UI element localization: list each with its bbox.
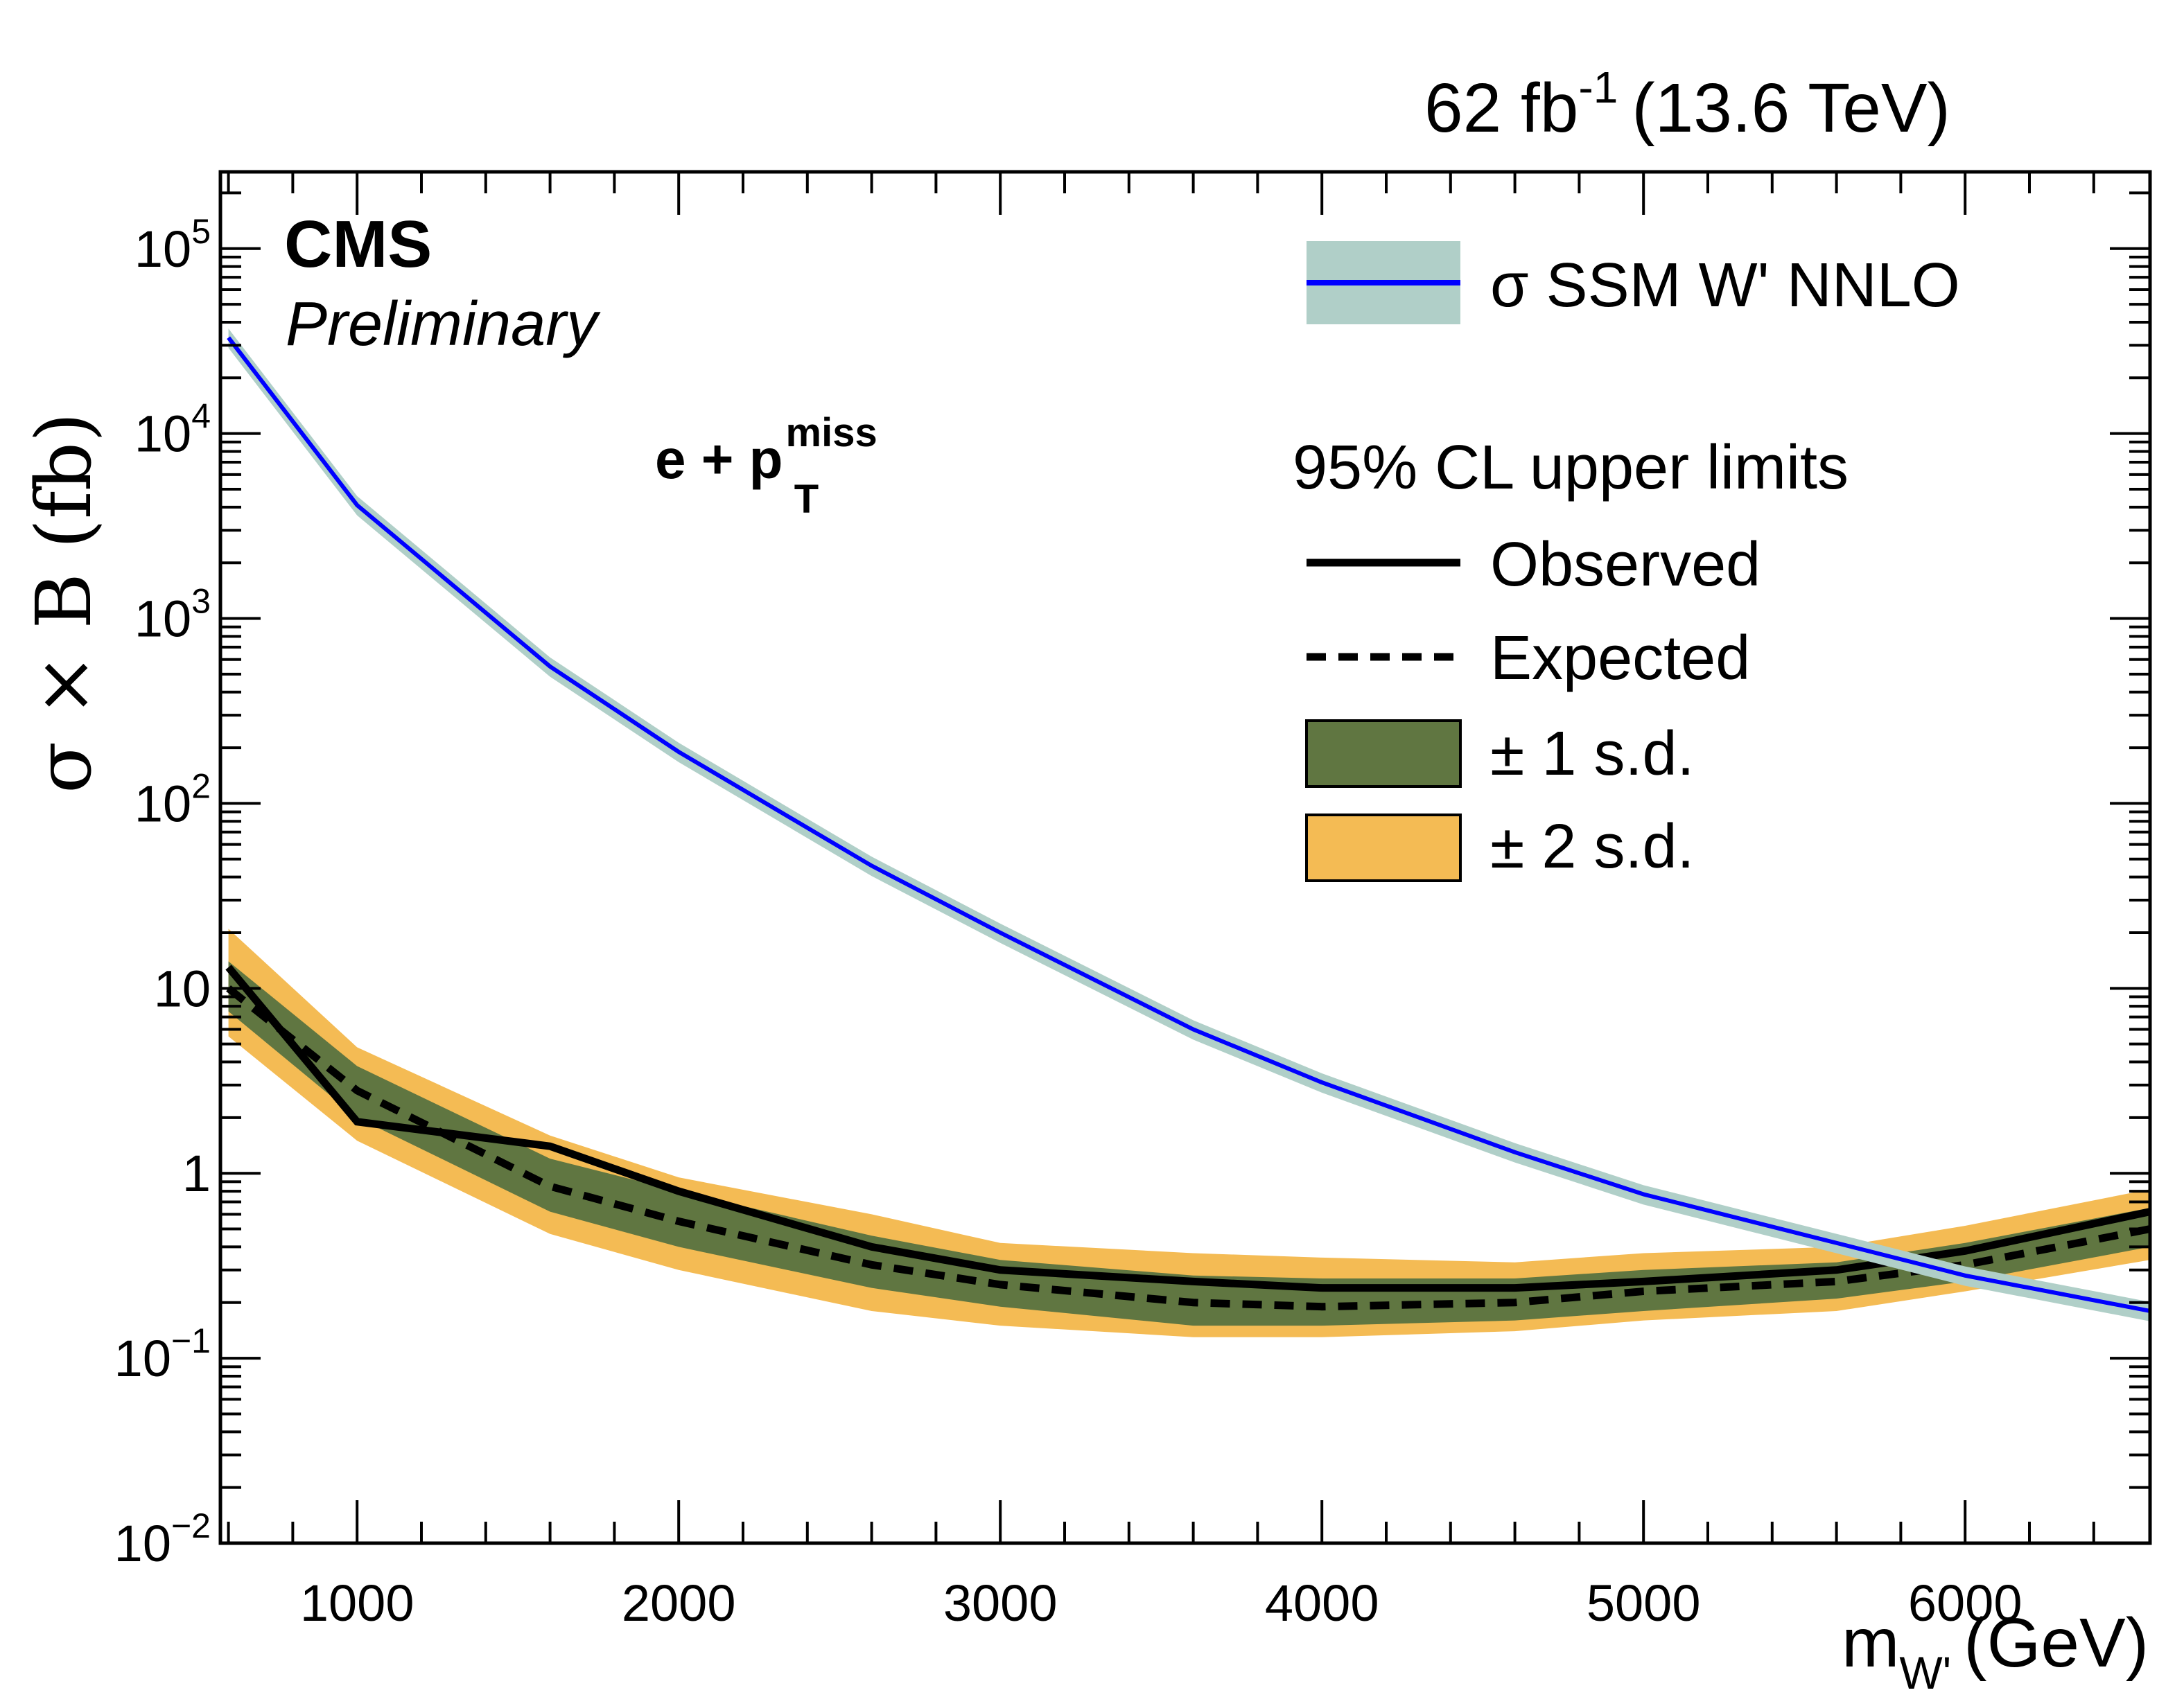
- channel-label: e + pmiss T: [655, 410, 877, 522]
- legend-observed-label: Observed: [1490, 530, 1761, 599]
- x-axis-title: mW' (GeV): [1842, 1604, 2149, 1698]
- bands-layer: [228, 929, 2150, 1337]
- lumi-label: 62 fb-1 (13.6 TeV): [1424, 62, 1950, 147]
- y-tick-label: 1: [182, 1145, 211, 1202]
- y-tick-exponent: 4: [191, 397, 211, 436]
- ticks-layer: [220, 172, 2150, 1545]
- y-tick-base: 10: [134, 405, 191, 463]
- y-tick-label: 104: [134, 397, 211, 463]
- experiment-label: CMS: [284, 207, 432, 281]
- y-tick-base: 10: [154, 960, 211, 1017]
- legend-2sd-label: ± 2 s.d.: [1490, 812, 1695, 881]
- y-tick-exponent: −1: [171, 1321, 211, 1360]
- x-tick-label: 6000: [1908, 1574, 2023, 1632]
- y-tick-base: 10: [134, 775, 191, 832]
- x-tick-label: 4000: [1265, 1574, 1379, 1632]
- observed-line: [225, 965, 2151, 1292]
- x-tick-label: 2000: [622, 1574, 736, 1632]
- x-tick-label: 3000: [943, 1574, 1058, 1632]
- channel-superscript: miss: [786, 410, 877, 455]
- y-tick-exponent: −2: [171, 1506, 211, 1545]
- legend-theory-label: σ SSM W' NNLO: [1490, 251, 1960, 320]
- y-tick-base: 10: [114, 1330, 171, 1387]
- energy-label: (13.6 TeV): [1632, 69, 1950, 147]
- y-tick-exponent: 3: [191, 582, 211, 621]
- y-tick-label: 10−1: [114, 1321, 211, 1387]
- lines-layer: [225, 328, 2151, 1321]
- tick-labels-layer: 1000 2000 3000 4000 5000 600010−210−111010210…: [114, 212, 2023, 1632]
- theory-line: [227, 336, 2151, 1313]
- x-axis-unit: (GeV): [1964, 1604, 2149, 1682]
- status-label: Preliminary: [286, 290, 601, 359]
- y-tick-exponent: 2: [191, 766, 211, 805]
- y-tick-label: 103: [134, 582, 211, 648]
- y-tick-label: 105: [134, 212, 211, 278]
- y-tick-label: 10: [154, 960, 211, 1017]
- y-tick-base: 10: [134, 590, 191, 648]
- legend-1sd-label: ± 1 s.d.: [1490, 719, 1695, 789]
- expected-line: [226, 985, 2151, 1311]
- x-axis-subscript: W': [1899, 1647, 1951, 1698]
- legend: σ SSM W' NNLO 95% CL upper limits Observ…: [1293, 241, 1960, 882]
- y-tick-label: 102: [134, 766, 211, 832]
- channel-subscript: T: [794, 477, 819, 522]
- y-axis-title: σ × B (fb): [19, 412, 108, 793]
- band-1sd: [228, 961, 2150, 1326]
- y-tick-base: 10: [134, 220, 191, 278]
- y-tick-exponent: 5: [191, 212, 211, 251]
- legend-expected-label: Expected: [1490, 624, 1750, 693]
- y-tick-label: 10−2: [114, 1506, 211, 1572]
- legend-1sd-swatch: [1305, 719, 1462, 788]
- x-tick-label: 1000: [300, 1574, 414, 1632]
- x-tick-label: 5000: [1587, 1574, 1701, 1632]
- plot-frame: [218, 170, 2152, 1545]
- lumi-superscript: -1: [1578, 62, 1618, 112]
- legend-heading: 95% CL upper limits: [1293, 433, 1849, 502]
- y-tick-base: 1: [182, 1145, 211, 1202]
- y-tick-base: 10: [114, 1515, 171, 1572]
- legend-2sd-swatch: [1305, 814, 1462, 882]
